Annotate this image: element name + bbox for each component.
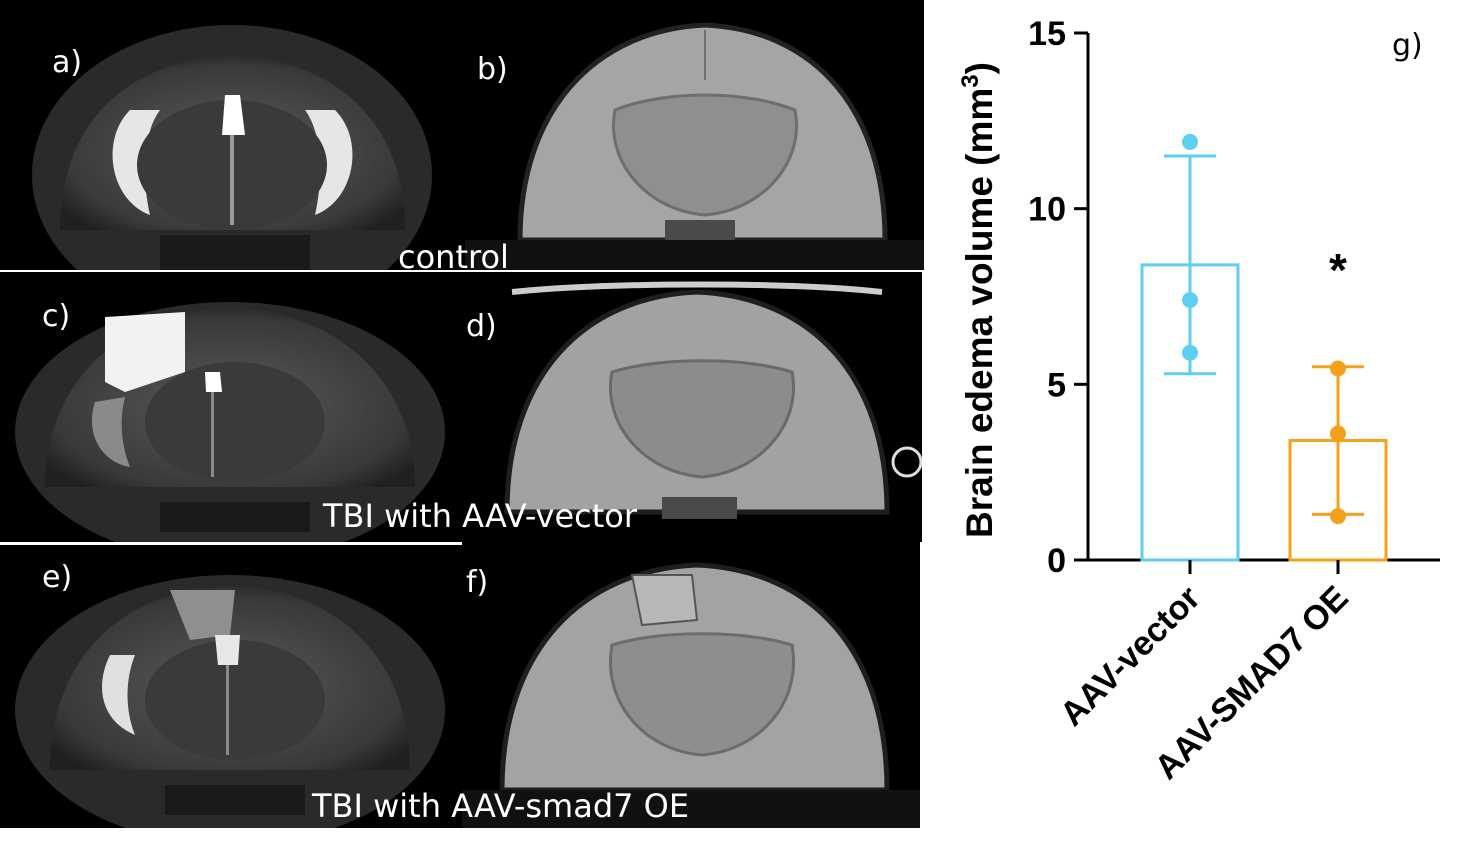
mri-t2-coronal-image-e: [15, 575, 445, 828]
mri-panel-f: f): [462, 540, 920, 828]
caption-tbi-aav-vector: TBI with AAV-vector: [323, 497, 637, 535]
mri-t1-coronal-image-f: [462, 562, 920, 828]
mri-panel-d: d): [462, 272, 922, 542]
significance-star: *: [1329, 244, 1347, 296]
mri-panel-a: a): [0, 0, 465, 270]
panel-label-f: f): [466, 565, 489, 600]
panel-label-e: e): [42, 560, 73, 595]
panel-label-b: b): [477, 52, 508, 87]
mri-t2-coronal-image-a: [32, 25, 432, 270]
mri-t2-coronal-image-c: [15, 302, 445, 542]
y-axis-label: Brain edema volume (mm3): [957, 62, 1000, 538]
data-point-2-3: [1330, 508, 1346, 525]
mri-t1-coronal-image-d: [504, 281, 922, 519]
mri-t1-coronal-image-b: [465, 22, 924, 270]
mri-panel-e: e): [0, 545, 462, 828]
panel-label-c: c): [42, 299, 71, 334]
data-point-1-3: [1182, 344, 1198, 361]
x-tick-label: AAV-vector: [1053, 579, 1208, 734]
data-point-2-2: [1330, 425, 1346, 442]
data-point-2-1: [1330, 360, 1346, 377]
panel-label-a: a): [52, 45, 83, 80]
panel-label-g: g): [1392, 28, 1423, 63]
y-tick-label: 5: [1047, 366, 1066, 404]
y-tick-label: 10: [1028, 191, 1066, 229]
edema-volume-bar-chart: 0 5 10 15 Brain edema volume (mm3) AAV-vector…: [957, 15, 1440, 787]
data-point-1-2: [1182, 292, 1198, 309]
y-tick-label: 0: [1047, 542, 1066, 580]
mri-panel-b: b): [465, 0, 924, 270]
caption-control: control: [398, 238, 509, 276]
caption-tbi-aav-smad7: TBI with AAV-smad7 OE: [312, 787, 690, 825]
y-tick-label: 15: [1028, 15, 1066, 53]
data-point-1-1: [1182, 133, 1198, 150]
panel-label-d: d): [466, 309, 497, 344]
mri-panel-c: c): [0, 272, 462, 542]
